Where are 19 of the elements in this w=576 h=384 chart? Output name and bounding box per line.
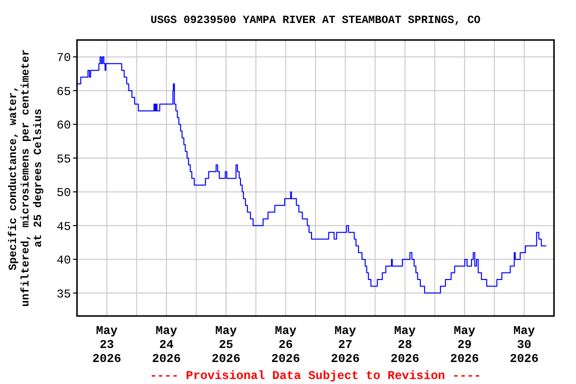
y-tick-label: 50 bbox=[56, 186, 71, 200]
x-tick-label: May 24 2026 bbox=[152, 324, 181, 366]
y-tick-label: 45 bbox=[56, 220, 71, 234]
x-tick-label: May 23 2026 bbox=[92, 324, 122, 366]
y-tick-label: 70 bbox=[56, 51, 71, 66]
y-tick-label: 65 bbox=[56, 84, 71, 99]
x-tick-label: May 28 2026 bbox=[390, 324, 420, 366]
y-tick-label: 35 bbox=[56, 287, 71, 302]
y-axis-title: Specific conductance, water, unfiltered, microsiemens per centimeter at 25 degrees Celsius bbox=[7, 49, 45, 307]
text: ---- Provisional Data Subject to Revision ---- bbox=[150, 369, 482, 383]
x-tick-label: May 25 2026 bbox=[212, 324, 240, 366]
y-tick-label: 40 bbox=[56, 254, 71, 268]
y-tick-label: 60 bbox=[56, 118, 71, 133]
x-tick-label: May 29 2026 bbox=[450, 324, 479, 366]
x-tick-label: May 27 2026 bbox=[330, 324, 360, 366]
x-tick-label: May 26 2026 bbox=[271, 324, 300, 366]
y-tick-label: 55 bbox=[56, 152, 71, 166]
chart-title: USGS 09239500 YAMPA RIVER AT STEAMBOAT SPRINGS, CO bbox=[150, 15, 481, 27]
x-tick-label: May 30 2026 bbox=[510, 324, 539, 366]
